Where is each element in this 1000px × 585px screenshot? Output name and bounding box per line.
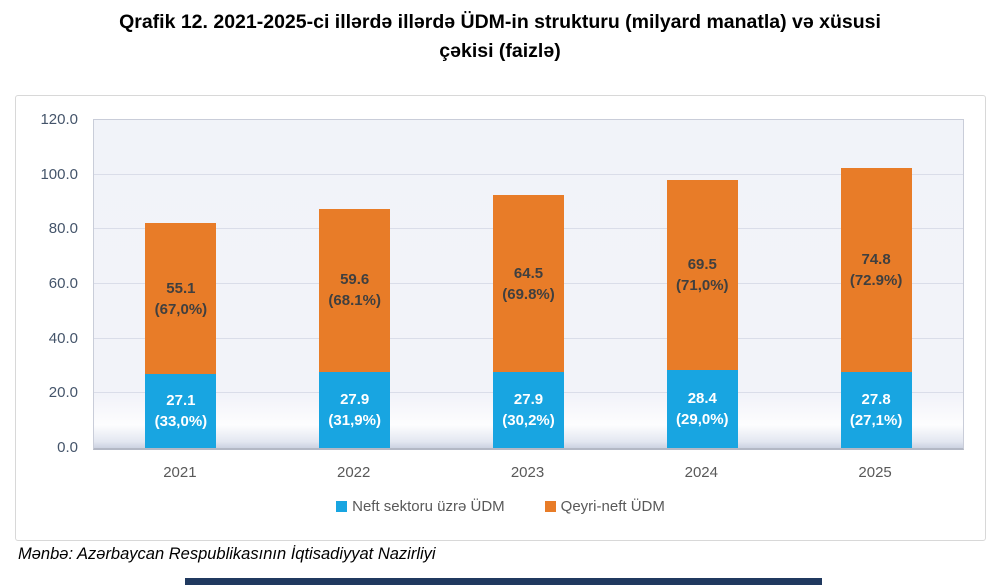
bar-value-label: 64.5 bbox=[513, 264, 544, 282]
bar-segment-non-oil-2022: 59.6 (68.1%) bbox=[319, 208, 391, 372]
bar-segment-non-oil-2025: 74.8 (72.9%) bbox=[840, 167, 912, 373]
stacked-bar-2025: 74.8 (72.9%) 27.8 (27,1%) bbox=[840, 167, 912, 448]
bottom-navy-bar bbox=[185, 578, 822, 585]
legend-swatch-oil-icon bbox=[336, 501, 348, 512]
bar-value-label: 28.4 bbox=[687, 390, 717, 408]
legend-label-non-oil: Qeyri-neft ÜDM bbox=[560, 498, 665, 515]
plot-area: 55.1 (67,0%) 27.1 (33,0%) 59.6 (68.1%) 27.9 (31… bbox=[93, 119, 964, 450]
y-axis-tick: 60.0 bbox=[48, 275, 78, 292]
chart-title-line1: Qrafik 12. 2021-2025-ci illərdə illərdə … bbox=[119, 11, 881, 33]
bar-pct-label: (30,2%) bbox=[502, 411, 555, 429]
bar-value-label: 27.9 bbox=[340, 390, 370, 408]
bar-value-label: 27.9 bbox=[513, 390, 544, 408]
x-axis-label-2025: 2025 bbox=[858, 464, 892, 481]
bar-pct-label: (68.1%) bbox=[328, 292, 381, 310]
bar-pct-label: (29,0%) bbox=[676, 411, 729, 429]
y-axis-tick: 80.0 bbox=[48, 220, 78, 238]
y-axis-tick: 100.0 bbox=[40, 165, 78, 183]
y-axis-tick: 40.0 bbox=[48, 329, 78, 347]
chart-card: 55.1 (67,0%) 27.1 (33,0%) 59.6 (68.1%) 27.9 (31… bbox=[15, 95, 986, 541]
legend-swatch-non-oil-icon bbox=[544, 501, 556, 512]
bar-value-label: 27.8 bbox=[861, 391, 891, 408]
bar-segment-oil-2022: 27.9 (31,9%) bbox=[319, 371, 391, 448]
stacked-bar-2021: 55.1 (67,0%) 27.1 (33,0%) bbox=[145, 223, 217, 448]
stacked-bar-2024: 69.5 (71,0%) 28.4 (29,0%) bbox=[666, 180, 738, 448]
source-note: Mənbə: Azərbaycan Respublikasının İqtisa… bbox=[18, 545, 436, 563]
chart-legend: Neft sektoru üzrə ÜDM Qeyri-neft ÜDM bbox=[16, 498, 985, 515]
bar-segment-non-oil-2024: 69.5 (71,0%) bbox=[666, 180, 738, 371]
bar-segment-oil-2023: 27.9 (30,2%) bbox=[493, 371, 564, 448]
bar-pct-label: (67,0%) bbox=[154, 300, 208, 318]
bar-pct-label: (31,9%) bbox=[328, 411, 381, 429]
bar-segment-oil-2024: 28.4 (29,0%) bbox=[666, 370, 738, 448]
bar-value-label: 55.1 bbox=[166, 279, 196, 297]
x-axis-label-2021: 2021 bbox=[163, 464, 197, 481]
x-axis-label-2023: 2023 bbox=[510, 464, 545, 481]
bar-segment-oil-2025: 27.8 (27,1%) bbox=[840, 372, 912, 448]
stacked-bar-2023: 64.5 (69.8%) 27.9 (30,2%) bbox=[493, 195, 564, 448]
y-axis-tick: 120.0 bbox=[40, 111, 78, 128]
x-axis-label-2024: 2024 bbox=[684, 464, 718, 481]
bar-segment-non-oil-2023: 64.5 (69.8%) bbox=[493, 195, 564, 372]
bar-pct-label: (72.9%) bbox=[849, 271, 903, 289]
y-axis-tick: 20.0 bbox=[48, 384, 78, 402]
chart-title-line2: çəkisi (faizlə) bbox=[439, 40, 561, 63]
chart-title: Qrafik 12. 2021-2025-ci illərdə illərdə … bbox=[30, 8, 970, 67]
bar-pct-label: (69.8%) bbox=[502, 285, 555, 303]
gridline bbox=[94, 173, 963, 175]
bar-pct-label: (71,0%) bbox=[676, 277, 729, 295]
x-axis-label-2022: 2022 bbox=[337, 464, 371, 481]
legend-item-non-oil: Qeyri-neft ÜDM bbox=[544, 498, 665, 515]
bar-pct-label: (27,1%) bbox=[849, 412, 903, 429]
bar-pct-label: (33,0%) bbox=[154, 412, 208, 430]
legend-item-oil: Neft sektoru üzrə ÜDM bbox=[336, 498, 505, 515]
bar-segment-non-oil-2021: 55.1 (67,0%) bbox=[145, 223, 217, 374]
stacked-bar-2022: 59.6 (68.1%) 27.9 (31,9%) bbox=[319, 208, 391, 448]
legend-label-oil: Neft sektoru üzrə ÜDM bbox=[352, 498, 505, 515]
bar-value-label: 74.8 bbox=[861, 250, 891, 268]
bar-segment-oil-2021: 27.1 (33,0%) bbox=[145, 373, 217, 448]
bar-value-label: 59.6 bbox=[340, 271, 370, 289]
y-axis-tick: 0.0 bbox=[57, 439, 78, 456]
bar-value-label: 69.5 bbox=[687, 256, 717, 274]
bar-value-label: 27.1 bbox=[166, 391, 196, 409]
